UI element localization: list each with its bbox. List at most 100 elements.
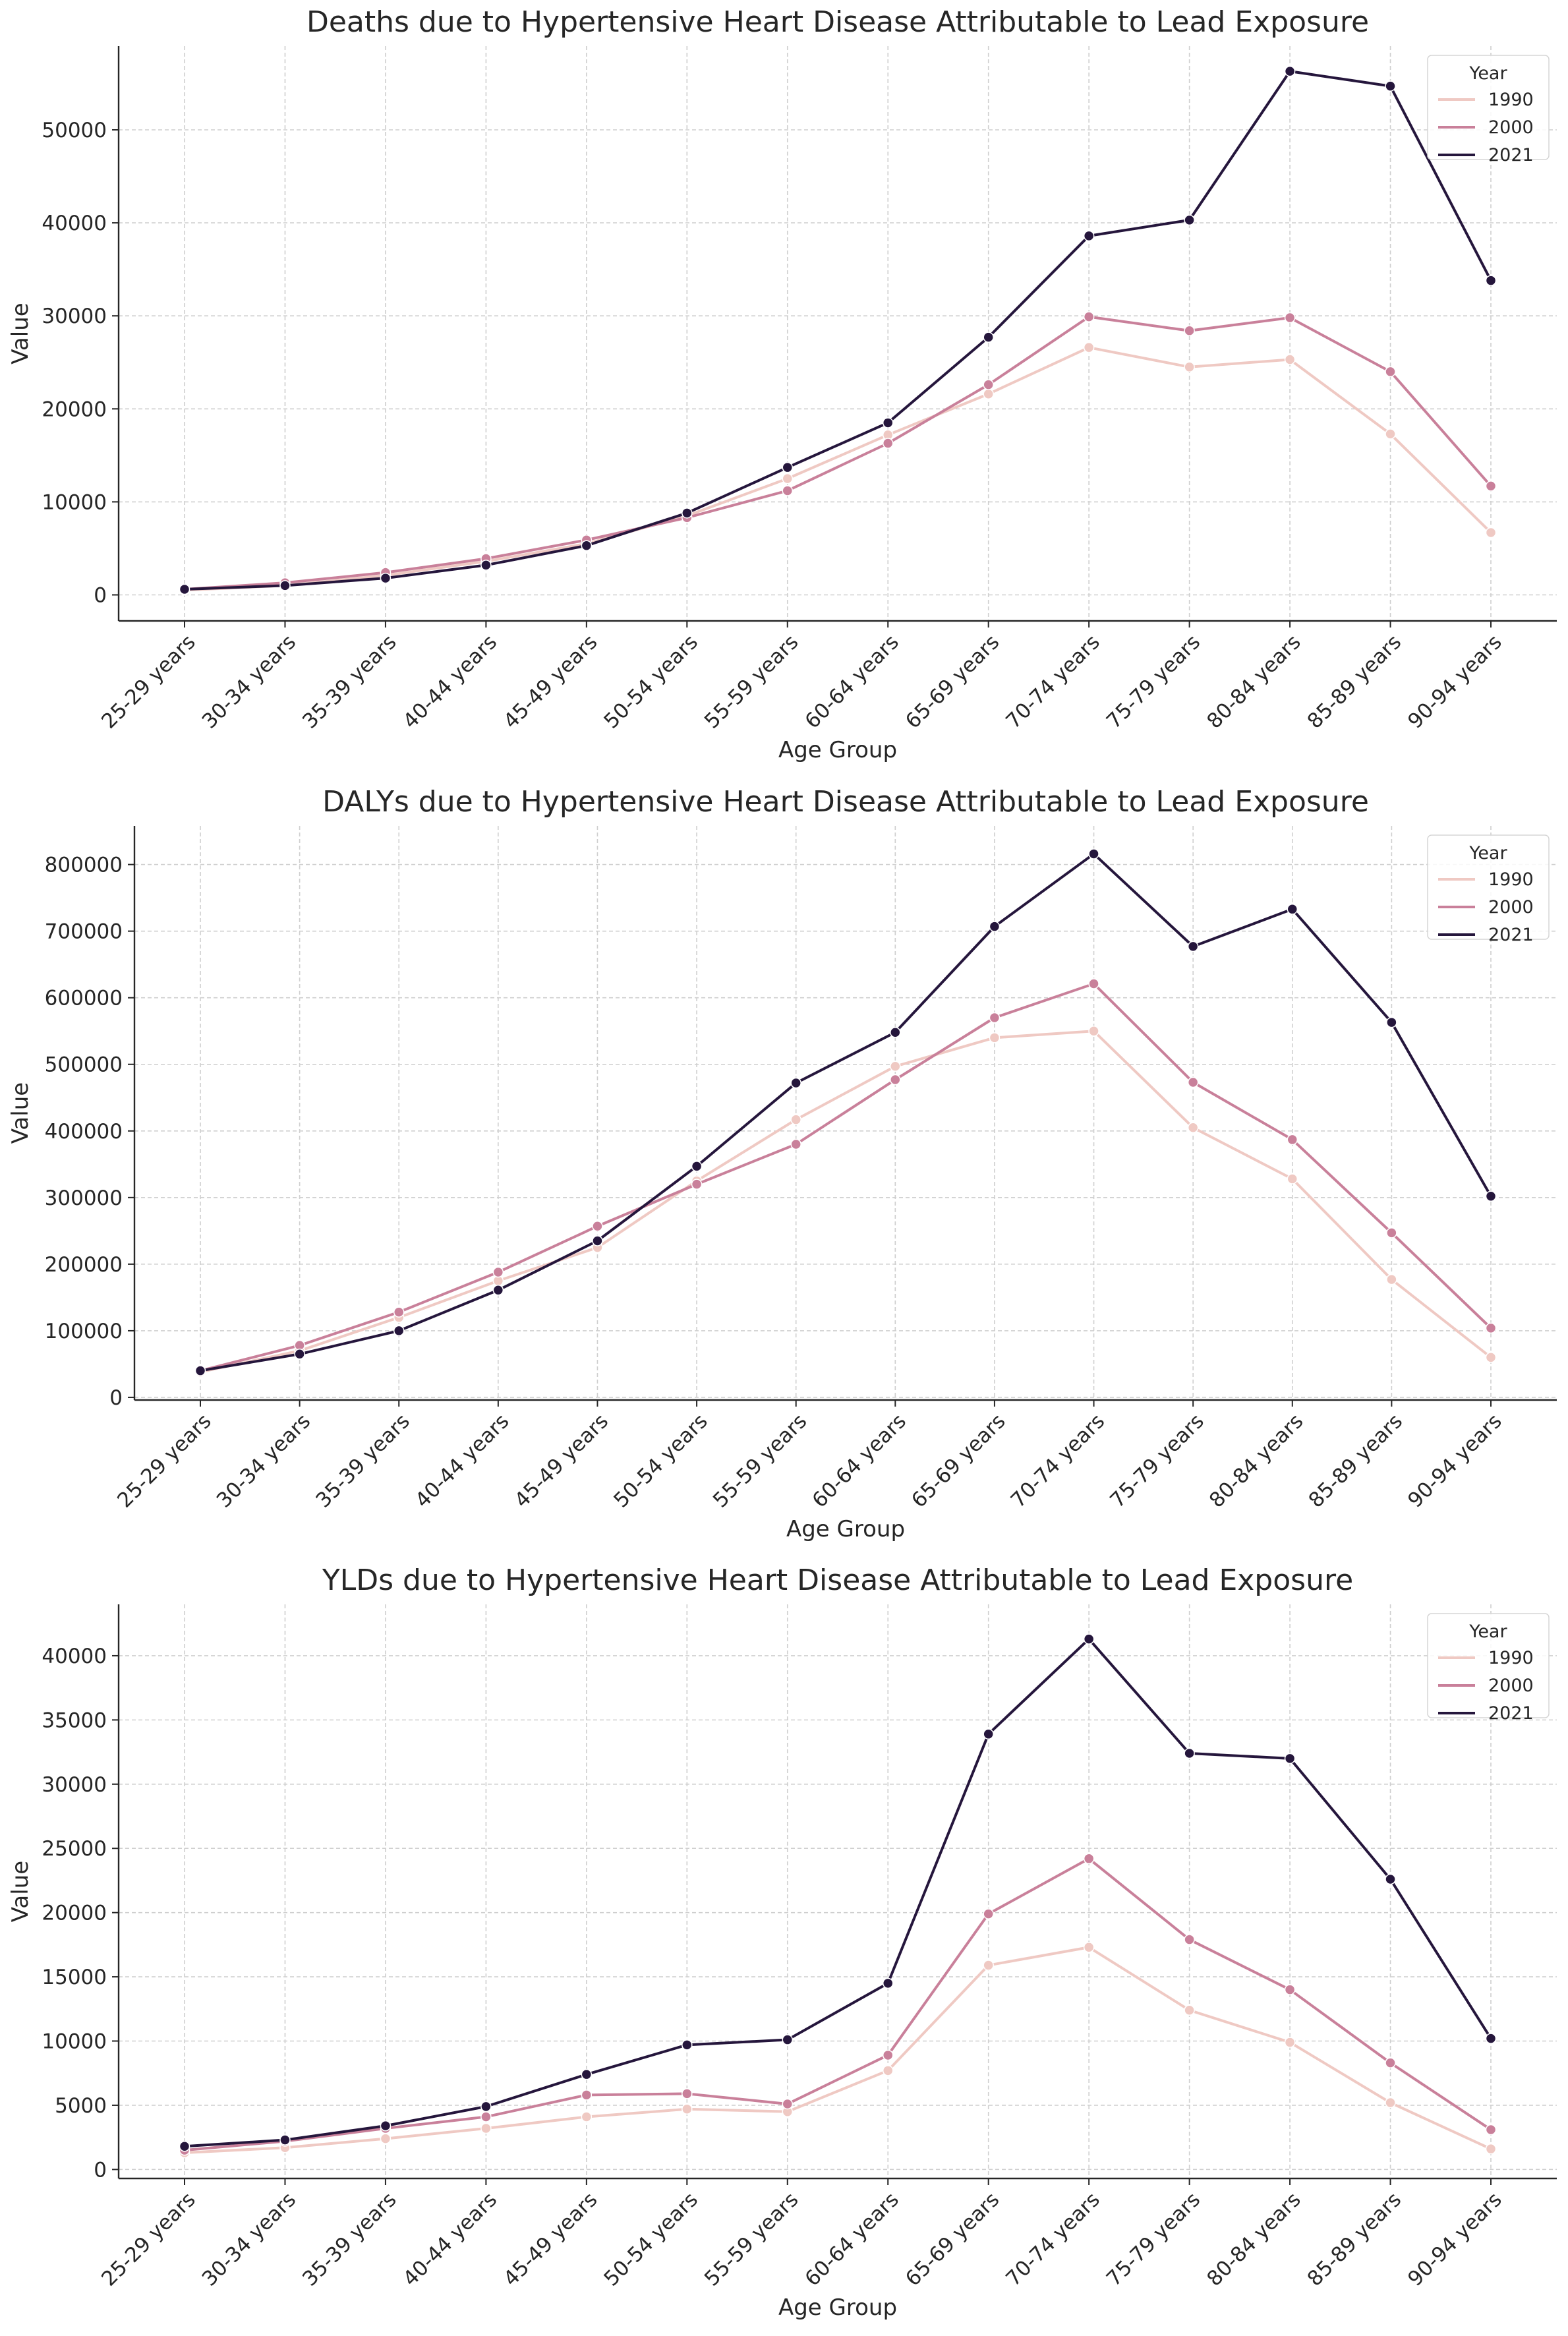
legend-label-2000: 2000 bbox=[1488, 1676, 1534, 1696]
y-tick-label: 40000 bbox=[42, 1645, 107, 1668]
data-point-1990 bbox=[581, 2111, 593, 2122]
x-tick-label: 85-89 years bbox=[1304, 1409, 1407, 1512]
chart-title: YLDs due to Hypertensive Heart Disease A… bbox=[322, 1563, 1353, 1597]
x-tick-label: 60-64 years bbox=[800, 2188, 903, 2291]
y-tick-label: 50000 bbox=[42, 119, 107, 142]
legend-label-2021: 2021 bbox=[1488, 1703, 1534, 1724]
series-line-2021 bbox=[183, 70, 1492, 591]
x-tick-label: 80-84 years bbox=[1205, 1409, 1308, 1512]
legend-box bbox=[1427, 834, 1550, 940]
data-point-2021 bbox=[1485, 1190, 1497, 1202]
x-tick-label: 80-84 years bbox=[1202, 2188, 1305, 2291]
data-point-2021 bbox=[790, 1077, 801, 1089]
x-tick-label: 60-64 years bbox=[808, 1409, 911, 1512]
data-point-1990 bbox=[1485, 527, 1497, 539]
data-point-2000 bbox=[691, 1179, 703, 1190]
data-point-2000 bbox=[492, 1266, 504, 1278]
data-point-2000 bbox=[890, 1074, 901, 1086]
deaths-chart: Deaths due to Hypertensive Heart Disease… bbox=[7, 5, 1557, 763]
y-tick-label: 35000 bbox=[42, 1708, 107, 1732]
x-tick-label: 45-49 years bbox=[499, 2188, 602, 2291]
y-tick-label: 15000 bbox=[42, 1966, 107, 1989]
series-1990 bbox=[194, 1025, 1497, 1378]
data-point-1990 bbox=[1284, 2037, 1296, 2048]
data-point-2000 bbox=[1184, 1934, 1195, 1945]
x-tick-label: 90-94 years bbox=[1403, 2188, 1506, 2291]
data-point-2000 bbox=[1385, 2057, 1396, 2068]
data-point-2021 bbox=[179, 2141, 190, 2152]
data-point-2021 bbox=[1386, 1016, 1397, 1028]
y-tick-label: 0 bbox=[94, 583, 107, 607]
series-2000 bbox=[179, 311, 1497, 595]
data-point-2021 bbox=[782, 461, 794, 473]
data-point-2021 bbox=[179, 583, 190, 595]
legend: Year 1990 2000 2021 bbox=[1427, 55, 1550, 165]
data-point-2021 bbox=[380, 2120, 392, 2132]
x-tick-label: 75-79 years bbox=[1105, 1409, 1208, 1512]
y-tick-label: 0 bbox=[109, 1386, 123, 1410]
data-point-2021 bbox=[480, 2101, 492, 2113]
data-point-2021 bbox=[581, 2068, 593, 2080]
data-point-2021 bbox=[380, 572, 392, 584]
series-line-2000 bbox=[199, 982, 1492, 1372]
y-tick-label: 10000 bbox=[42, 2030, 107, 2054]
x-tick-label: 35-39 years bbox=[298, 630, 401, 733]
data-point-1990 bbox=[1485, 1352, 1497, 1363]
series-line-2000 bbox=[183, 1857, 1492, 2152]
data-point-1990 bbox=[983, 388, 994, 399]
data-point-2000 bbox=[1184, 325, 1195, 337]
y-axis-label: Value bbox=[7, 1861, 34, 1922]
data-point-2000 bbox=[1187, 1076, 1199, 1088]
data-point-2000 bbox=[882, 438, 894, 449]
data-point-2000 bbox=[1485, 481, 1497, 492]
x-tick-label: 85-89 years bbox=[1303, 630, 1406, 733]
data-point-2000 bbox=[480, 2111, 492, 2122]
data-point-1990 bbox=[790, 1114, 801, 1125]
x-tick-label: 65-69 years bbox=[901, 2188, 1004, 2291]
x-tick-label: 55-59 years bbox=[709, 1409, 811, 1512]
data-point-2000 bbox=[581, 2089, 593, 2101]
data-point-2021 bbox=[1184, 1747, 1195, 1759]
data-point-2021 bbox=[581, 540, 593, 551]
data-point-2000 bbox=[983, 1908, 994, 1919]
x-tick-label: 80-84 years bbox=[1202, 630, 1305, 733]
data-point-1990 bbox=[1184, 2004, 1195, 2016]
series-2000 bbox=[194, 978, 1497, 1376]
data-point-2000 bbox=[682, 2088, 693, 2099]
x-tick-label: 75-79 years bbox=[1102, 2188, 1205, 2291]
x-tick-label: 45-49 years bbox=[499, 630, 602, 733]
legend-title: Year bbox=[1468, 1621, 1507, 1642]
data-point-2021 bbox=[480, 560, 492, 571]
data-point-1990 bbox=[1083, 1942, 1095, 1953]
series-line-1990 bbox=[183, 346, 1492, 592]
data-point-2000 bbox=[1284, 312, 1296, 324]
series-line-1990 bbox=[199, 1030, 1492, 1374]
data-point-1990 bbox=[480, 2122, 492, 2134]
axes: 0 100000 200000 300000 400000 500000 600000 700… bbox=[45, 826, 1557, 1513]
data-point-2021 bbox=[989, 921, 1001, 932]
y-tick-label: 20000 bbox=[42, 1902, 107, 1925]
data-point-2000 bbox=[1485, 1322, 1497, 1334]
x-tick-label: 40-44 years bbox=[411, 1409, 513, 1512]
data-point-2021 bbox=[194, 1365, 206, 1376]
y-tick-label: 200000 bbox=[45, 1253, 123, 1277]
legend: Year 1990 2000 2021 bbox=[1427, 834, 1550, 945]
data-point-1990 bbox=[1284, 354, 1296, 365]
x-tick-label: 25-29 years bbox=[113, 1409, 216, 1512]
data-point-2021 bbox=[1083, 1633, 1095, 1645]
grid bbox=[119, 1604, 1557, 2178]
x-tick-label: 70-74 years bbox=[1001, 630, 1104, 733]
x-tick-label: 40-44 years bbox=[399, 2188, 502, 2291]
y-tick-label: 100000 bbox=[45, 1320, 123, 1343]
x-axis-label: Age Group bbox=[778, 737, 897, 763]
data-point-2021 bbox=[682, 508, 693, 519]
data-point-1990 bbox=[1485, 2143, 1497, 2155]
data-point-1990 bbox=[782, 473, 794, 484]
data-point-2021 bbox=[890, 1026, 901, 1038]
x-axis-label: Age Group bbox=[778, 2294, 897, 2321]
x-tick-label: 50-54 years bbox=[609, 1409, 712, 1512]
x-tick-label: 75-79 years bbox=[1102, 630, 1205, 733]
data-point-2021 bbox=[279, 580, 291, 591]
data-point-2021 bbox=[983, 1728, 994, 1740]
x-tick-label: 55-59 years bbox=[700, 2188, 803, 2291]
